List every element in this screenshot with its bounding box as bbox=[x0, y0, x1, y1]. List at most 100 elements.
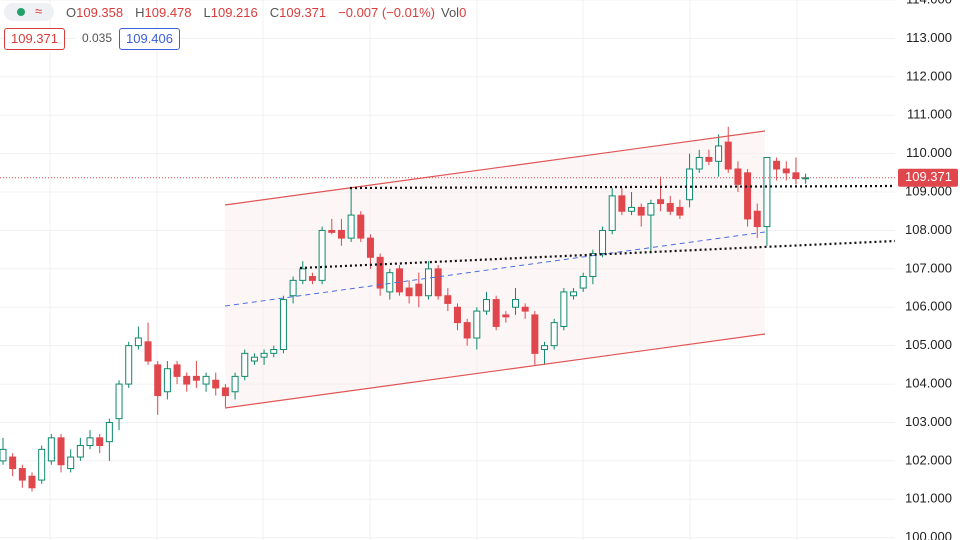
channel-top bbox=[224, 130, 766, 206]
drawings bbox=[224, 130, 896, 409]
candle-body bbox=[337, 229, 345, 239]
candle-body bbox=[38, 448, 46, 481]
candle-body bbox=[260, 352, 268, 358]
candle-body bbox=[705, 156, 713, 162]
candle-body bbox=[57, 437, 65, 466]
candle-body bbox=[647, 203, 655, 216]
candle-body bbox=[676, 206, 684, 216]
candle-body bbox=[434, 268, 442, 297]
support-line bbox=[349, 184, 896, 190]
y-tick-label: 107.000 bbox=[905, 260, 952, 275]
y-tick-label: 109.000 bbox=[905, 183, 952, 198]
y-tick-label: 112.000 bbox=[906, 68, 952, 83]
y-tick-label: 106.000 bbox=[905, 299, 952, 314]
candle-body bbox=[608, 195, 616, 231]
candle-body bbox=[212, 379, 220, 389]
close-label: C bbox=[269, 4, 280, 20]
candle-body bbox=[366, 237, 374, 258]
candle-body bbox=[270, 349, 278, 354]
spread: 0.035 bbox=[76, 28, 119, 48]
candle-body bbox=[395, 268, 403, 293]
candle-body bbox=[589, 252, 597, 278]
candle-body bbox=[183, 375, 191, 385]
candle-body bbox=[308, 276, 316, 281]
y-tick-label: 101.000 bbox=[905, 491, 952, 506]
candle-body bbox=[134, 337, 142, 347]
candle-body bbox=[734, 168, 742, 185]
price-label: 109.371 bbox=[905, 169, 952, 184]
candle-body bbox=[637, 206, 645, 216]
candle-body bbox=[715, 145, 723, 162]
candle-body bbox=[386, 272, 394, 293]
volume-label: Vol bbox=[441, 4, 460, 20]
volume-value: 0 bbox=[459, 4, 467, 20]
candle-body bbox=[347, 214, 355, 239]
candle-body bbox=[86, 437, 94, 447]
channel-bottom bbox=[224, 333, 766, 409]
candle-body bbox=[376, 256, 384, 289]
y-tick-label: 105.000 bbox=[905, 337, 952, 352]
low-value: 109.216 bbox=[210, 4, 258, 20]
support-line bbox=[299, 239, 896, 270]
y-tick-label: 114.000 bbox=[906, 0, 952, 6]
candle-body bbox=[0, 448, 7, 462]
candle-body bbox=[763, 156, 771, 228]
low-label: L bbox=[203, 4, 211, 20]
candle-body bbox=[492, 299, 500, 327]
candle-body bbox=[521, 306, 529, 312]
candle-body bbox=[279, 299, 287, 351]
candle-body bbox=[792, 172, 800, 180]
candle-body bbox=[744, 172, 752, 220]
candle-body bbox=[724, 141, 732, 170]
candle-body bbox=[318, 229, 326, 281]
candle-body bbox=[221, 387, 229, 397]
candle-body bbox=[473, 310, 481, 339]
candle-body bbox=[47, 437, 55, 462]
candle-body bbox=[618, 195, 626, 212]
candle-body bbox=[657, 199, 665, 205]
candle-body bbox=[415, 283, 423, 297]
candle-body bbox=[96, 437, 104, 447]
candle-body bbox=[453, 306, 461, 324]
y-tick-label: 102.000 bbox=[905, 452, 952, 467]
candle-body bbox=[115, 383, 123, 420]
open-label: O bbox=[66, 4, 77, 20]
candle-body bbox=[163, 368, 171, 393]
candle-body bbox=[599, 229, 607, 254]
candle-body bbox=[202, 375, 210, 385]
candle-body bbox=[357, 214, 365, 239]
candle-body bbox=[531, 314, 539, 354]
candles bbox=[0, 126, 810, 492]
candle-body bbox=[192, 375, 200, 381]
candle-body bbox=[9, 456, 17, 470]
candle-body bbox=[666, 203, 674, 212]
candle-body bbox=[444, 295, 452, 304]
candle-body bbox=[570, 291, 578, 297]
candle-body bbox=[18, 468, 26, 481]
candle-body bbox=[250, 356, 258, 362]
change: −0.007 (−0.01%) bbox=[338, 4, 435, 20]
candle-body bbox=[231, 375, 239, 393]
candle-body bbox=[28, 475, 36, 489]
candle-body bbox=[753, 210, 761, 228]
candle-body bbox=[76, 445, 84, 458]
candle-body bbox=[579, 276, 587, 289]
candle-body bbox=[628, 206, 636, 212]
buy-price[interactable]: 109.406 bbox=[119, 28, 180, 50]
candle-body bbox=[686, 168, 694, 201]
candle-body bbox=[67, 456, 75, 470]
candle-body bbox=[299, 268, 307, 281]
sell-price[interactable]: 109.371 bbox=[4, 28, 65, 50]
candle-body bbox=[328, 229, 336, 233]
y-tick-label: 113.000 bbox=[906, 30, 952, 45]
candle-body bbox=[105, 421, 113, 443]
candle-body bbox=[541, 345, 549, 351]
candle-body bbox=[241, 352, 249, 377]
candle-body bbox=[695, 156, 703, 170]
y-tick-label: 110.000 bbox=[906, 145, 952, 160]
candle-body bbox=[154, 364, 162, 397]
high-value: 109.478 bbox=[144, 4, 192, 20]
candle-body bbox=[289, 279, 297, 297]
